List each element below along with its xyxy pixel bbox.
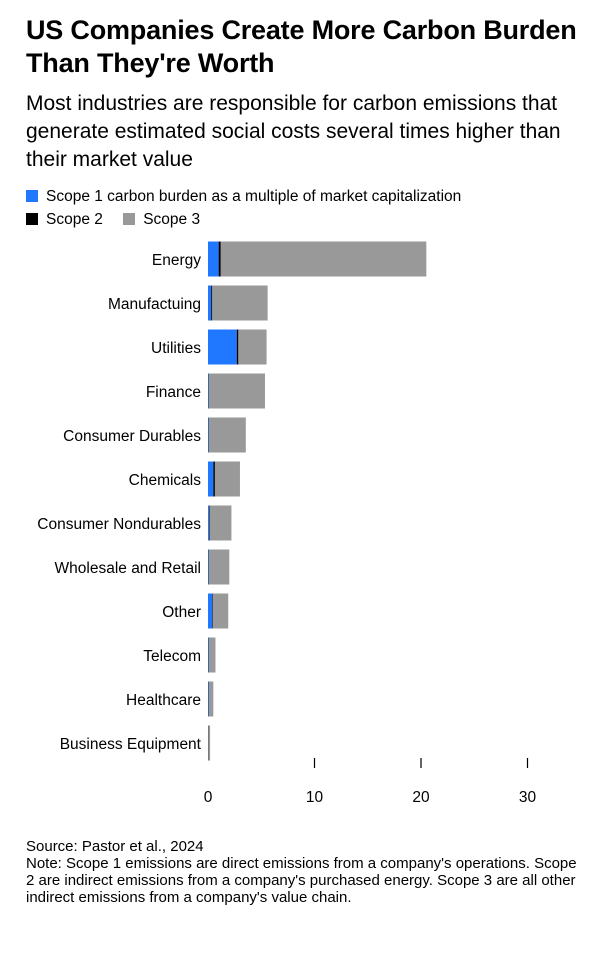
x-tick-label-10: 10 xyxy=(306,789,324,806)
legend-label-scope-3: Scope 3 xyxy=(143,211,201,228)
bar-telecom-scope-3 xyxy=(208,637,216,673)
category-label-other: Other xyxy=(162,604,201,621)
bar-other-scope-1 xyxy=(208,593,213,629)
bar-business-equipment-scope-3 xyxy=(208,725,211,761)
chart-title: US Companies Create More Carbon Burden T… xyxy=(26,15,577,78)
category-label-utilities: Utilities xyxy=(151,340,201,357)
category-label-wholesale-and-retail: Wholesale and Retail xyxy=(55,560,201,577)
bar-consumer-nondurables-scope-2 xyxy=(209,505,210,541)
bar-energy-scope-2 xyxy=(218,241,221,277)
bar-energy-scope-1 xyxy=(208,241,219,277)
category-label-chemicals: Chemicals xyxy=(129,472,202,489)
legend-item-scope-2: Scope 2 xyxy=(26,210,103,230)
category-label-energy: Energy xyxy=(152,252,201,269)
bar-manufactuing-scope-1 xyxy=(208,285,212,321)
bar-chemicals-scope-1 xyxy=(208,461,214,497)
bar-energy-scope-3 xyxy=(220,241,427,277)
bar-utilities-scope-2 xyxy=(236,329,239,365)
bar-chemicals-scope-2 xyxy=(213,461,215,497)
legend-row-2: Scope 2 Scope 3 xyxy=(26,210,216,230)
chart-subtitle: Most industries are responsible for carb… xyxy=(26,92,561,171)
legend-label-scope-1: Scope 1 carbon burden as a multiple of m… xyxy=(46,188,462,205)
category-label-finance: Finance xyxy=(146,384,201,401)
x-tick-label-20: 20 xyxy=(412,789,430,806)
bar-consumer-durables-scope-1 xyxy=(208,417,209,453)
bar-utilities-scope-1 xyxy=(208,329,237,365)
legend-item-scope-1: Scope 1 carbon burden as a multiple of m… xyxy=(26,187,461,207)
category-label-consumer-durables: Consumer Durables xyxy=(63,428,201,445)
category-label-business-equipment: Business Equipment xyxy=(60,736,202,753)
category-label-consumer-nondurables: Consumer Nondurables xyxy=(37,516,201,533)
bar-wholesale-and-retail-scope-1 xyxy=(208,549,209,585)
bar-telecom-scope-1 xyxy=(208,637,209,673)
x-tick-label-0: 0 xyxy=(204,789,213,806)
category-label-telecom: Telecom xyxy=(143,648,201,665)
bar-wholesale-and-retail-scope-3 xyxy=(208,549,230,585)
bar-other-scope-3 xyxy=(212,593,229,629)
legend-swatch-scope-3 xyxy=(123,213,136,225)
legend-label-scope-2: Scope 2 xyxy=(46,211,103,228)
bar-consumer-nondurables-scope-1 xyxy=(208,505,210,541)
bar-other-scope-2 xyxy=(212,593,214,629)
bar-healthcare-scope-1 xyxy=(208,681,209,717)
legend-item-scope-3: Scope 3 xyxy=(123,210,200,230)
bar-manufactuing-scope-2 xyxy=(211,285,213,321)
bar-healthcare-scope-3 xyxy=(208,681,214,717)
bar-finance-scope-3 xyxy=(208,373,265,409)
bar-consumer-durables-scope-3 xyxy=(208,417,246,453)
x-tick-label-30: 30 xyxy=(519,789,537,806)
bar-consumer-nondurables-scope-3 xyxy=(209,505,232,541)
category-label-healthcare: Healthcare xyxy=(126,692,201,709)
bar-manufactuing-scope-3 xyxy=(212,285,268,321)
bar-chemicals-scope-3 xyxy=(214,461,240,497)
category-label-manufactuing: Manufactuing xyxy=(108,296,201,313)
chart-notes: Source: Pastor et al., 2024 Note: Scope … xyxy=(26,838,586,906)
legend-swatch-scope-1 xyxy=(26,190,38,202)
methodology-note: Note: Scope 1 emissions are direct emiss… xyxy=(26,855,577,906)
legend-row-1: Scope 1 carbon burden as a multiple of m… xyxy=(26,187,477,207)
bar-finance-scope-1 xyxy=(208,373,209,409)
source-note: Source: Pastor et al., 2024 xyxy=(26,838,204,855)
legend-swatch-scope-2 xyxy=(26,213,38,225)
bar-utilities-scope-3 xyxy=(238,329,267,365)
